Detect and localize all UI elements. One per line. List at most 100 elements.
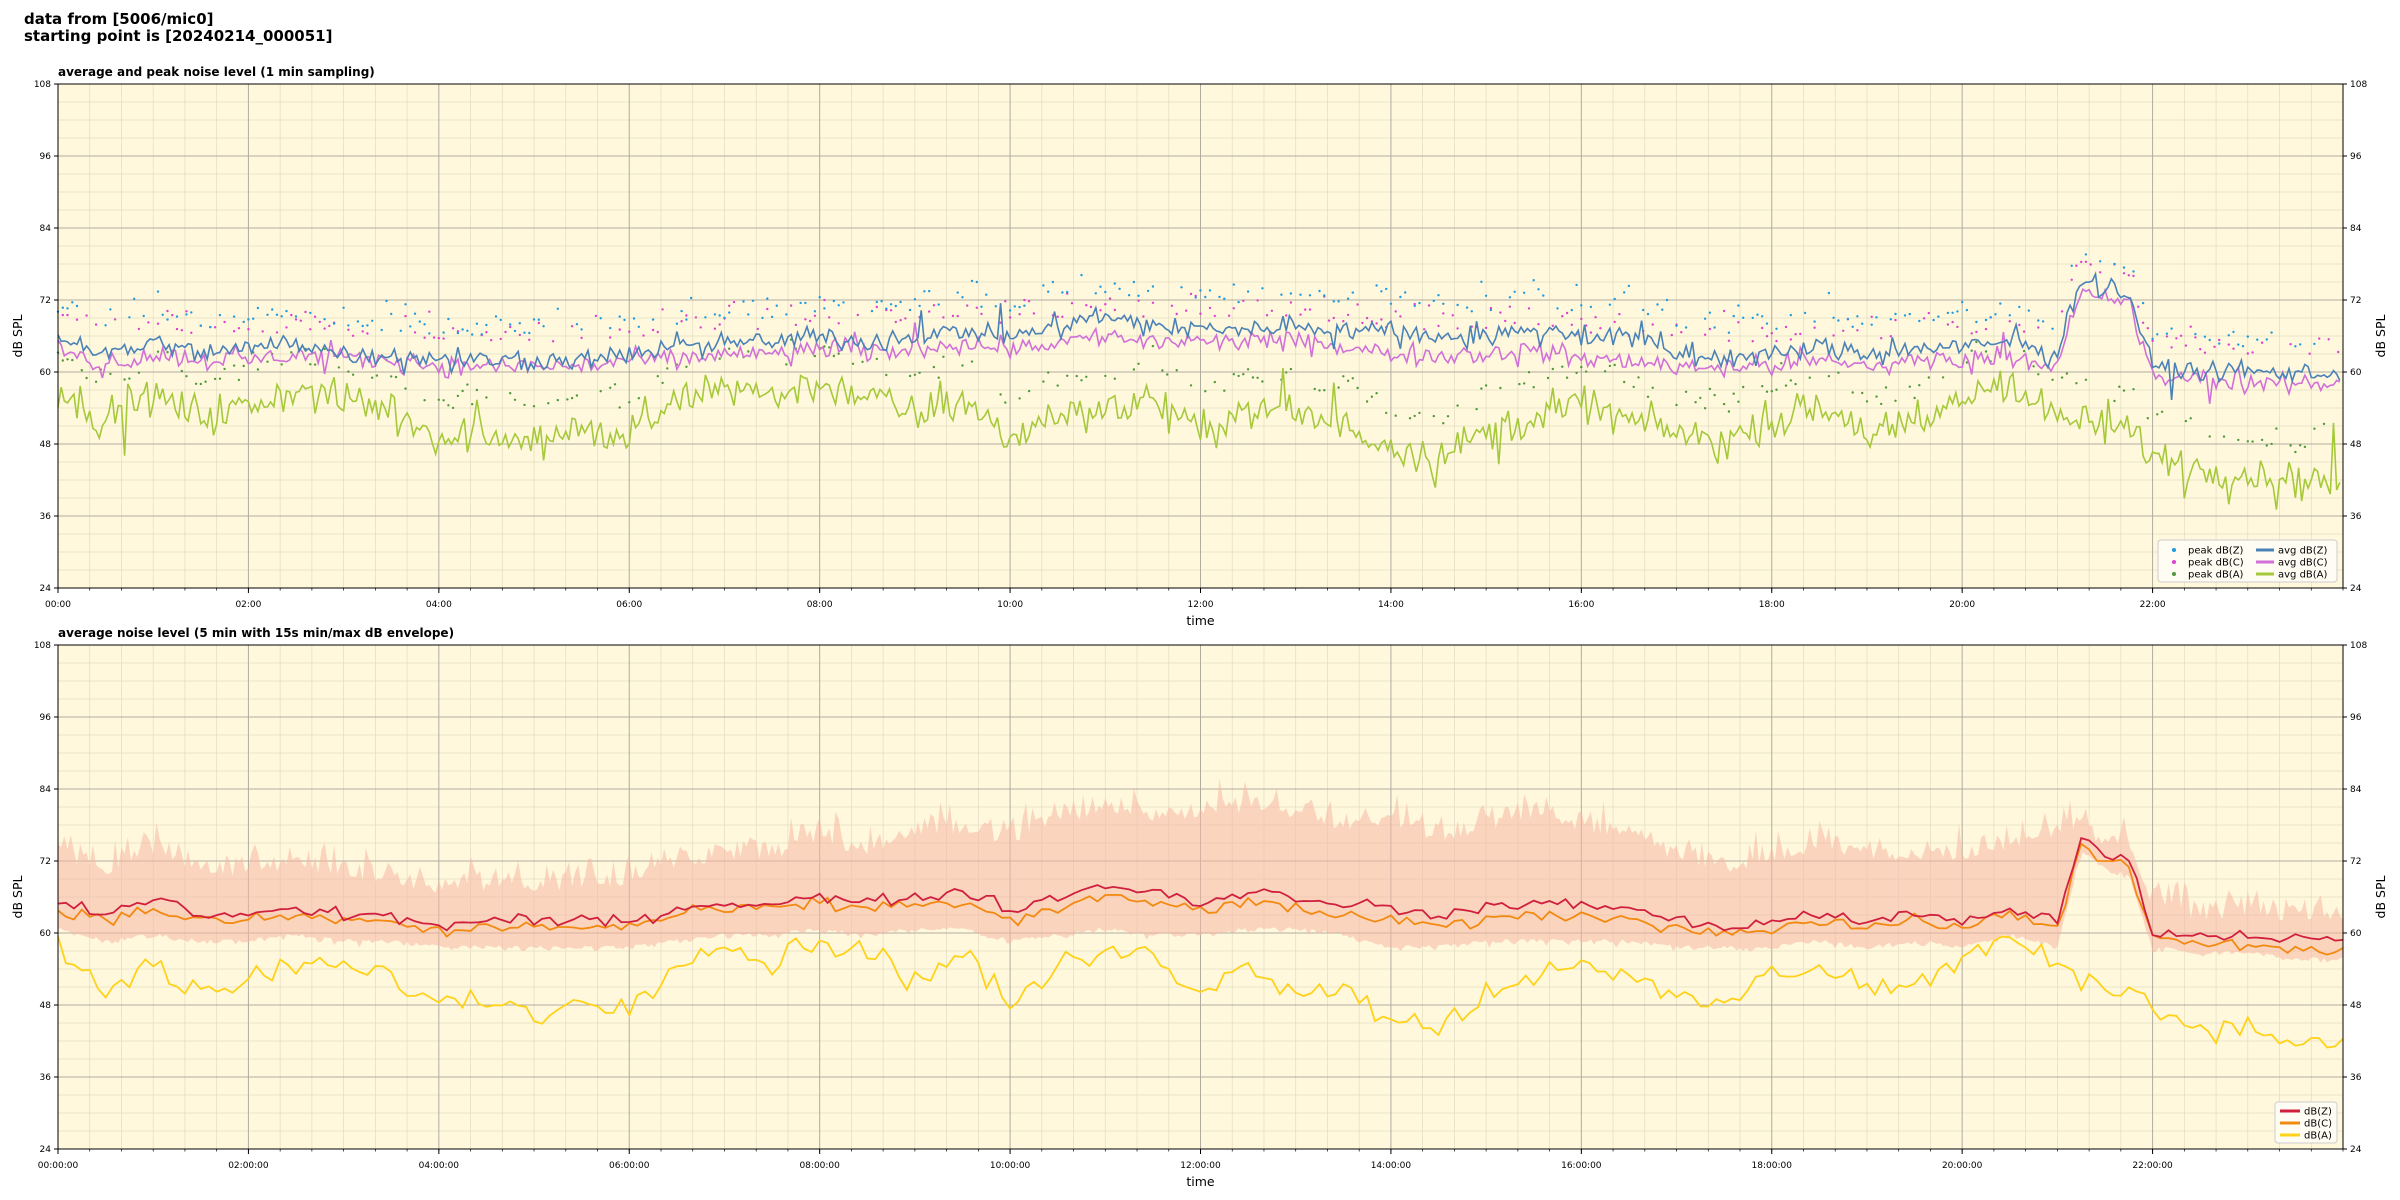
peak-dbz-point bbox=[1613, 297, 1616, 301]
peak-dbz-point bbox=[1703, 317, 1707, 320]
peak-dba-point bbox=[1346, 379, 1350, 382]
legend-marker bbox=[2172, 548, 2176, 552]
peak-dba-point bbox=[461, 389, 464, 393]
y-tick-label-right: 96 bbox=[2350, 713, 2362, 723]
peak-dbz-point bbox=[556, 307, 559, 310]
y-tick-label-right: 72 bbox=[2350, 857, 2361, 867]
peak-dbz-point bbox=[994, 305, 997, 308]
peak-dbz-point bbox=[908, 308, 912, 312]
peak-dbc-point bbox=[1775, 339, 1778, 343]
peak-dba-point bbox=[404, 387, 407, 390]
peak-dba-point bbox=[823, 345, 826, 348]
peak-dbz-point bbox=[1965, 308, 1969, 312]
peak-dbz-point bbox=[380, 328, 383, 332]
peak-dbc-point bbox=[2075, 264, 2078, 267]
peak-dbz-point bbox=[232, 315, 236, 318]
peak-dbc-point bbox=[213, 326, 217, 329]
peak-dbz-point bbox=[1047, 290, 1050, 293]
peak-dba-point bbox=[223, 367, 226, 371]
peak-dbz-point bbox=[1665, 298, 1669, 302]
peak-dbc-point bbox=[1270, 309, 1274, 312]
peak-dbc-point bbox=[1513, 321, 1516, 325]
peak-dbc-point bbox=[318, 320, 321, 324]
peak-dbc-point bbox=[942, 316, 945, 319]
peak-dba-point bbox=[618, 406, 621, 409]
peak-dba-point bbox=[918, 371, 921, 374]
legend-marker bbox=[2172, 560, 2176, 564]
peak-dbc-point bbox=[1970, 332, 1973, 335]
peak-dbc-point bbox=[1727, 339, 1731, 342]
peak-dbc-point bbox=[1504, 319, 1507, 323]
peak-dba-point bbox=[1575, 371, 1578, 375]
peak-dbz-point bbox=[2246, 335, 2249, 338]
peak-dbz-point bbox=[128, 316, 131, 319]
peak-dba-point bbox=[1894, 399, 1897, 402]
peak-dba-point bbox=[1418, 411, 1421, 415]
peak-dbc-point bbox=[1108, 297, 1112, 300]
peak-dba-point bbox=[1794, 382, 1797, 386]
peak-dbc-point bbox=[1951, 320, 1954, 324]
x-axis-label: time bbox=[1186, 613, 1215, 628]
peak-dba-point bbox=[337, 366, 341, 369]
avg-dbc-line bbox=[57, 287, 2341, 404]
peak-dbz-point bbox=[1708, 311, 1712, 314]
peak-dba-point bbox=[932, 365, 936, 369]
peak-dbz-point bbox=[252, 317, 255, 320]
y-tick-label-right: 60 bbox=[2350, 368, 2362, 378]
peak-dba-point bbox=[2037, 373, 2040, 376]
peak-dbc-point bbox=[2146, 327, 2149, 330]
peak-dbz-point bbox=[1513, 290, 1516, 293]
peak-dbz-point bbox=[1870, 323, 1873, 326]
peak-dbc-point bbox=[1832, 334, 1835, 337]
peak-dba-point bbox=[1941, 376, 1945, 379]
peak-dba-point bbox=[1713, 393, 1716, 397]
peak-dbc-point bbox=[1570, 323, 1574, 326]
peak-dbz-point bbox=[1556, 307, 1559, 310]
peak-dbc-point bbox=[1484, 326, 1488, 330]
peak-dba-point bbox=[1603, 370, 1607, 373]
peak-dbc-point bbox=[828, 316, 831, 319]
peak-dbz-point bbox=[456, 331, 460, 335]
peak-dbz-point bbox=[1961, 300, 1964, 304]
peak-dbc-point bbox=[75, 318, 79, 321]
peak-dbc-point bbox=[1975, 330, 1978, 334]
peak-dbc-point bbox=[1565, 311, 1569, 315]
peak-dbc-point bbox=[2008, 320, 2012, 323]
peak-dba-point bbox=[1066, 374, 1069, 377]
peak-dbc-point bbox=[1151, 301, 1155, 304]
peak-dbc-point bbox=[432, 336, 436, 339]
x-tick-label: 04:00:00 bbox=[419, 1161, 460, 1171]
peak-dbc-point bbox=[290, 313, 293, 317]
peak-dbz-point bbox=[75, 304, 79, 308]
peak-dbc-point bbox=[1813, 326, 1816, 329]
peak-dbc-point bbox=[2218, 338, 2221, 342]
peak-dbc-point bbox=[1227, 314, 1231, 317]
peak-dbz-point bbox=[1380, 290, 1383, 293]
y-tick-label: 36 bbox=[40, 512, 52, 522]
peak-dbc-point bbox=[1737, 321, 1740, 324]
peak-dba-point bbox=[1342, 375, 1345, 378]
peak-dbc-point bbox=[1856, 329, 1859, 332]
peak-dbz-point bbox=[2037, 319, 2040, 322]
peak-dba-point bbox=[213, 377, 217, 381]
peak-dba-point bbox=[371, 376, 374, 379]
peak-dbc-point bbox=[113, 318, 117, 321]
peak-dbz-point bbox=[928, 289, 931, 293]
y-tick-label-right: 36 bbox=[2350, 512, 2362, 522]
peak-dba-point bbox=[2084, 378, 2088, 381]
peak-dbc-point bbox=[299, 319, 302, 322]
peak-dbz-point bbox=[1113, 282, 1117, 285]
peak-dbc-point bbox=[1361, 321, 1364, 325]
peak-dbz-point bbox=[528, 331, 531, 335]
peak-dba-point bbox=[1223, 389, 1226, 392]
peak-dbz-point bbox=[875, 300, 878, 304]
peak-dba-point bbox=[309, 363, 312, 366]
peak-dbz-point bbox=[2141, 301, 2145, 305]
peak-dbz-point bbox=[970, 279, 974, 283]
peak-dba-point bbox=[1137, 362, 1140, 365]
peak-dbz-point bbox=[1418, 301, 1421, 305]
peak-dbz-point bbox=[1023, 304, 1026, 307]
peak-dbc-point bbox=[456, 330, 460, 333]
y-tick-label: 108 bbox=[34, 641, 51, 651]
peak-dba-point bbox=[2289, 444, 2292, 447]
